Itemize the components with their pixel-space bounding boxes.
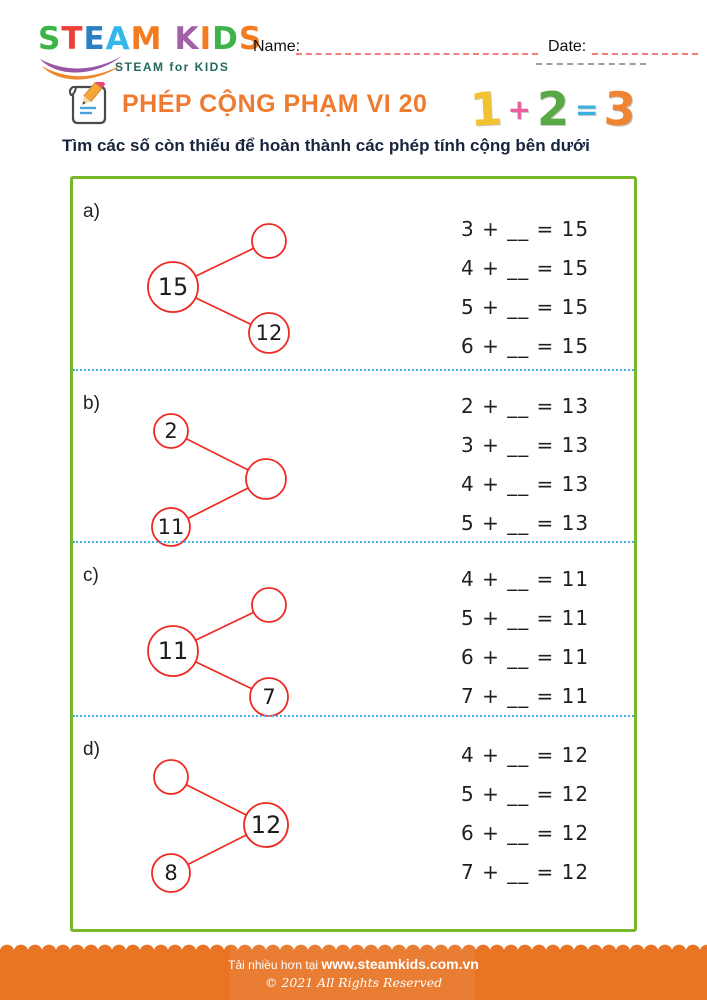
page-title: PHÉP CỘNG PHẠM VI 20: [122, 89, 428, 118]
date-secondary-line: [536, 63, 646, 65]
equation-list: 3 + __ = 15 4 + __ = 15 5 + __ = 15 6 + …: [461, 179, 589, 366]
logo-letter: A: [105, 21, 131, 57]
equation-list: 4 + __ = 11 5 + __ = 11 6 + __ = 11 7 + …: [461, 543, 589, 716]
logo-letter: M: [130, 21, 163, 57]
number-bond-diagram-c: 11 7: [147, 587, 289, 717]
equation: 5 + __ = 15: [461, 295, 590, 319]
equation: 5 + __ = 11: [461, 606, 590, 630]
equation: 5 + __ = 13: [461, 511, 590, 535]
number-three-character: 3: [603, 81, 638, 137]
section-d: d) 8 12 4 + __ = 12 5 + __ = 12 6 + __ =…: [73, 715, 634, 923]
equation: 4 + __ = 11: [461, 567, 590, 591]
number-bond-diagram-b: 2 11: [151, 413, 287, 547]
equation: 6 + __ = 12: [461, 821, 590, 845]
section-label: b): [83, 393, 100, 414]
footer-center-band: [230, 940, 475, 1000]
bond-top-value: 2: [164, 419, 177, 443]
bond-hub-value: 15: [158, 273, 189, 301]
logo-swoosh-icon: [40, 56, 124, 80]
bond-bottom-value: 12: [256, 321, 283, 345]
bond-leaf-circle: [248, 312, 290, 354]
section-c: c) 11 7 4 + __ = 11 5 + __ = 11 6 + __ =…: [73, 541, 634, 717]
footer: Tải nhiều hơn tại www.steamkids.com.vn ©…: [0, 940, 707, 1000]
section-label: a): [83, 201, 100, 222]
equation: 4 + __ = 13: [461, 472, 590, 496]
equals-sign-character: =: [575, 93, 599, 126]
logo-letter: D: [212, 21, 239, 57]
footer-website-link[interactable]: www.steamkids.com.vn: [321, 956, 479, 972]
bond-bottom-value: 8: [164, 861, 177, 885]
footer-scallop-edge: [0, 940, 707, 952]
equation: 3 + __ = 13: [461, 433, 590, 457]
bond-empty-circle[interactable]: [153, 759, 189, 795]
equation: 7 + __ = 11: [461, 684, 590, 708]
section-label: c): [83, 565, 99, 586]
bond-hub-value: 11: [158, 637, 189, 665]
bond-hub-circle: [243, 802, 289, 848]
instruction-text: Tìm các số còn thiếu để hoàn thành các p…: [62, 136, 590, 155]
name-fill-line[interactable]: [296, 53, 538, 55]
equation-list: 4 + __ = 12 5 + __ = 12 6 + __ = 12 7 + …: [461, 717, 589, 892]
name-label: Name:: [253, 38, 301, 55]
worksheet-box: a) 15 12 3 + __ = 15 4 + __ = 15 5 + __ …: [70, 176, 637, 932]
plus-sign-character: +: [507, 93, 531, 126]
bond-hub-circle: [147, 261, 199, 313]
bond-hub-circle: [147, 625, 199, 677]
bond-empty-circle[interactable]: [251, 587, 287, 623]
equation: 4 + __ = 12: [461, 743, 590, 767]
bond-leaf-circle: [151, 853, 191, 893]
number-bond-diagram-d: 8 12: [151, 759, 289, 893]
bond-leaf-circle: [151, 507, 191, 547]
date-fill-line[interactable]: [592, 53, 698, 55]
equation: 5 + __ = 12: [461, 782, 590, 806]
steam-kids-logo: STEAM KIDS STEAM for KIDS: [38, 24, 262, 80]
pencil-paper-icon: [68, 82, 107, 125]
footer-download-line: Tải nhiều hơn tại www.steamkids.com.vn: [0, 956, 707, 972]
equation: 2 + __ = 13: [461, 394, 590, 418]
equation: 4 + __ = 15: [461, 256, 590, 280]
one-plus-two-banner: 1 + 2 = 3: [458, 70, 648, 137]
logo-letter: S: [238, 21, 263, 57]
number-bond-diagram-a: 15 12: [147, 223, 290, 354]
logo-word-steam: STEAM: [38, 24, 163, 55]
footer-text: Tải nhiều hơn tại www.steamkids.com.vn ©…: [0, 956, 707, 990]
bond-hub-value: 12: [251, 811, 282, 839]
logo-letter: I: [199, 21, 213, 57]
logo-letter: E: [83, 21, 106, 57]
number-two-character: 2: [536, 82, 569, 136]
equation: 6 + __ = 15: [461, 334, 590, 358]
footer-download-prefix: Tải nhiều hơn tại: [228, 958, 322, 972]
title-row: PHÉP CỘNG PHẠM VI 20: [66, 82, 427, 126]
equation: 6 + __ = 11: [461, 645, 590, 669]
equation: 3 + __ = 15: [461, 217, 590, 241]
date-label: Date:: [548, 38, 587, 55]
bond-leaf-circle: [153, 413, 189, 449]
equation: 7 + __ = 12: [461, 860, 590, 884]
equation-list: 2 + __ = 13 3 + __ = 13 4 + __ = 13 5 + …: [461, 371, 589, 543]
logo-letter: T: [61, 21, 84, 57]
logo-word-kids: KIDS: [175, 24, 263, 55]
logo-wordmark: STEAM KIDS: [38, 24, 262, 55]
bond-empty-circle[interactable]: [251, 223, 287, 259]
bond-empty-circle[interactable]: [245, 458, 287, 500]
footer-bar: [0, 952, 707, 1000]
bond-bottom-value: 11: [158, 515, 185, 539]
section-a: a) 15 12 3 + __ = 15 4 + __ = 15 5 + __ …: [73, 179, 634, 369]
footer-copyright: © 2021 All Rights Reserved: [264, 975, 443, 990]
logo-letter: K: [174, 21, 200, 57]
section-b: b) 2 11 2 + __ = 13 3 + __ = 13 4 + __ =…: [73, 369, 634, 547]
logo-letter: S: [38, 21, 62, 57]
section-label: d): [83, 739, 100, 760]
number-one-character: 1: [468, 81, 503, 137]
logo-subtext: STEAM for KIDS: [115, 60, 230, 74]
bond-bottom-value: 7: [262, 685, 275, 709]
